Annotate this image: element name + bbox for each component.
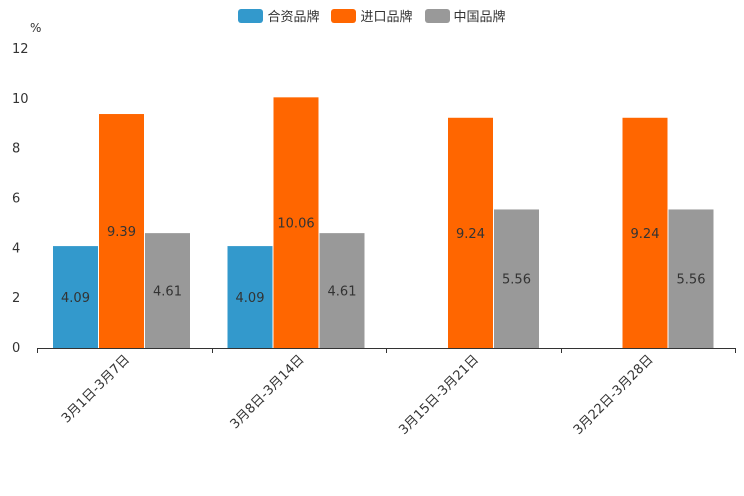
data-label-2-1: 4.61 <box>328 285 357 300</box>
data-label-1-2: 9.24 <box>456 227 485 242</box>
bar-2-0 <box>145 233 190 348</box>
bar-0-1 <box>227 246 273 348</box>
data-label-0-1: 4.09 <box>236 291 265 306</box>
legend-label-china: 中国品牌 <box>453 10 506 25</box>
x-tick-label-2: 3月15日-3月21日 <box>396 352 482 438</box>
legend-item-import[interactable]: 进口品牌 <box>331 6 413 25</box>
y-tick-label-5: 10 <box>12 92 29 107</box>
data-label-0-0: 4.09 <box>61 291 90 306</box>
y-tick-label-1: 2 <box>12 291 20 306</box>
bar-1-0 <box>99 114 144 348</box>
data-label-2-2: 5.56 <box>502 273 531 288</box>
legend-item-joint[interactable]: 合资品牌 <box>238 6 319 25</box>
x-tick-label-3: 3月22日-3月28日 <box>571 352 657 438</box>
x-tick-label-1: 3月8日-3月14日 <box>228 352 308 432</box>
y-tick-label-3: 6 <box>12 192 20 207</box>
bar-2-2 <box>494 209 539 348</box>
y-tick-label-6: 12 <box>12 42 29 57</box>
legend-swatch-china <box>424 8 450 23</box>
data-label-1-0: 9.39 <box>107 225 136 240</box>
legend-label-import: 进口品牌 <box>360 10 413 25</box>
legend: 合资品牌 进口品牌 中国品牌 <box>0 6 744 25</box>
y-tick-label-4: 8 <box>12 142 20 157</box>
y-axis-unit: % <box>30 21 42 35</box>
data-label-2-3: 5.56 <box>677 273 706 288</box>
legend-item-china[interactable]: 中国品牌 <box>424 6 506 25</box>
bar-0-0 <box>53 246 98 348</box>
legend-swatch-joint <box>238 8 264 23</box>
legend-label-joint: 合资品牌 <box>267 10 320 25</box>
data-label-1-3: 9.24 <box>631 227 660 242</box>
bar-1-3 <box>622 117 668 349</box>
bar-2-3 <box>668 209 714 348</box>
bar-1-2 <box>448 117 493 349</box>
y-tick-label-0: 0 <box>12 341 20 356</box>
bar-2-1 <box>319 233 365 348</box>
data-label-1-1: 10.06 <box>277 217 314 232</box>
y-tick-label-2: 4 <box>12 241 20 256</box>
legend-swatch-import <box>331 8 357 23</box>
x-tick-label-0: 3月1日-3月7日 <box>59 352 133 426</box>
bar-1-1 <box>273 97 319 348</box>
data-label-2-0: 4.61 <box>153 285 182 300</box>
